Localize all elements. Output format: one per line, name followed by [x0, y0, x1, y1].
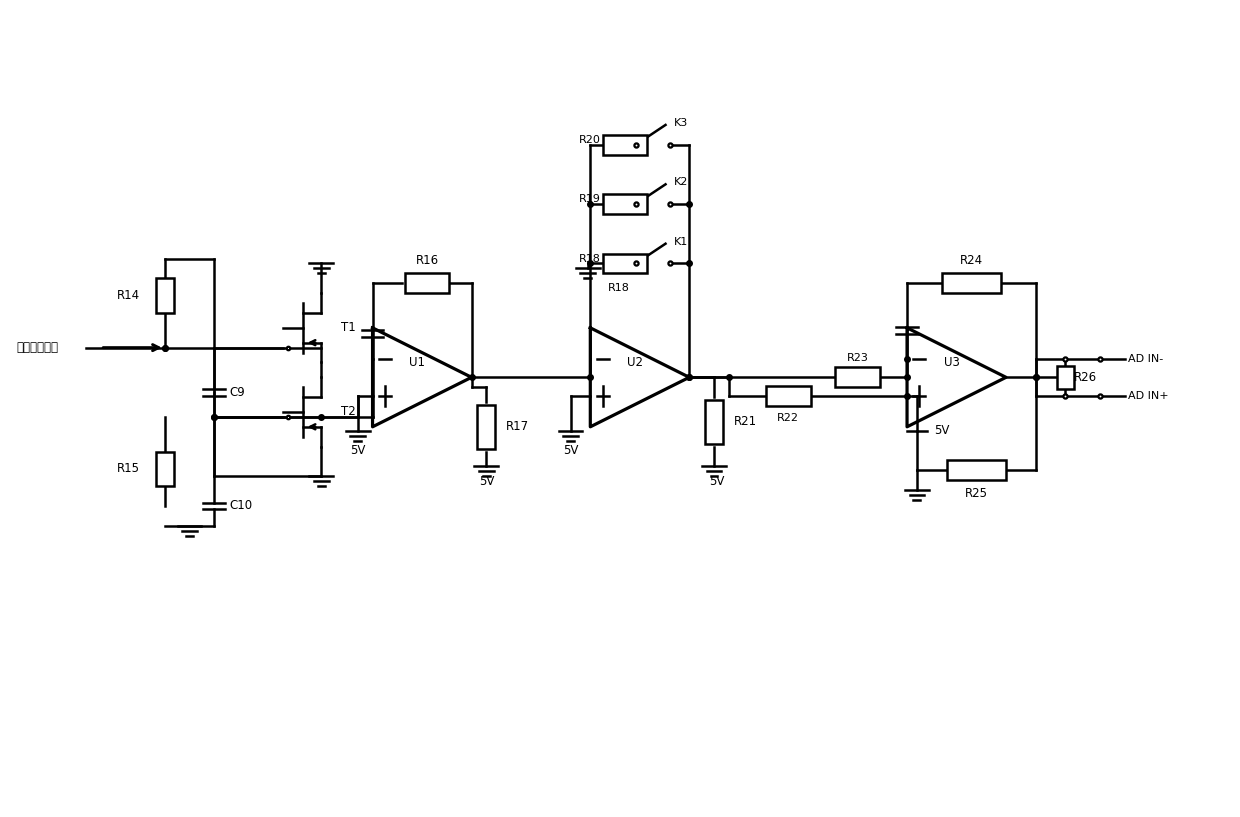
Bar — [404, 274, 449, 293]
Text: R18: R18 — [579, 253, 600, 264]
Text: 回波接收信号: 回波接收信号 — [16, 342, 58, 354]
Text: R23: R23 — [847, 352, 868, 363]
Text: R14: R14 — [117, 289, 140, 302]
Text: 5V: 5V — [709, 475, 724, 488]
Bar — [766, 386, 811, 406]
Text: U3: U3 — [944, 356, 960, 369]
Text: AD IN+: AD IN+ — [1127, 391, 1168, 401]
Bar — [603, 135, 647, 154]
Text: 5V: 5V — [350, 444, 366, 457]
Text: R19: R19 — [579, 194, 600, 204]
Bar — [156, 279, 174, 313]
Text: T1: T1 — [341, 321, 356, 334]
Text: K1: K1 — [673, 237, 688, 247]
Text: C9: C9 — [229, 386, 244, 399]
Text: R26: R26 — [1074, 371, 1096, 384]
Bar — [836, 368, 880, 387]
Text: C10: C10 — [229, 499, 252, 512]
Text: R18: R18 — [608, 283, 630, 293]
Text: AD IN-: AD IN- — [1127, 354, 1163, 364]
Text: R24: R24 — [960, 254, 983, 267]
Text: R15: R15 — [117, 462, 140, 475]
Text: R17: R17 — [506, 420, 529, 433]
Bar — [156, 452, 174, 486]
Bar — [946, 461, 1006, 480]
Bar — [477, 404, 495, 449]
Text: T2: T2 — [341, 405, 356, 418]
Bar — [603, 253, 647, 274]
Bar — [1056, 366, 1074, 389]
Bar — [941, 274, 1001, 293]
Text: U1: U1 — [409, 356, 425, 369]
Text: 5V: 5V — [563, 444, 578, 457]
Text: 5V: 5V — [479, 475, 494, 488]
Bar — [706, 400, 723, 444]
Text: R20: R20 — [579, 135, 600, 145]
Text: K3: K3 — [673, 118, 688, 128]
Text: K2: K2 — [673, 177, 688, 187]
Text: R21: R21 — [734, 415, 756, 428]
Text: U2: U2 — [627, 356, 642, 369]
Bar — [603, 194, 647, 214]
Text: R22: R22 — [777, 413, 800, 423]
Text: R16: R16 — [415, 254, 439, 267]
Text: 5V: 5V — [934, 424, 950, 437]
Text: R25: R25 — [965, 487, 988, 500]
